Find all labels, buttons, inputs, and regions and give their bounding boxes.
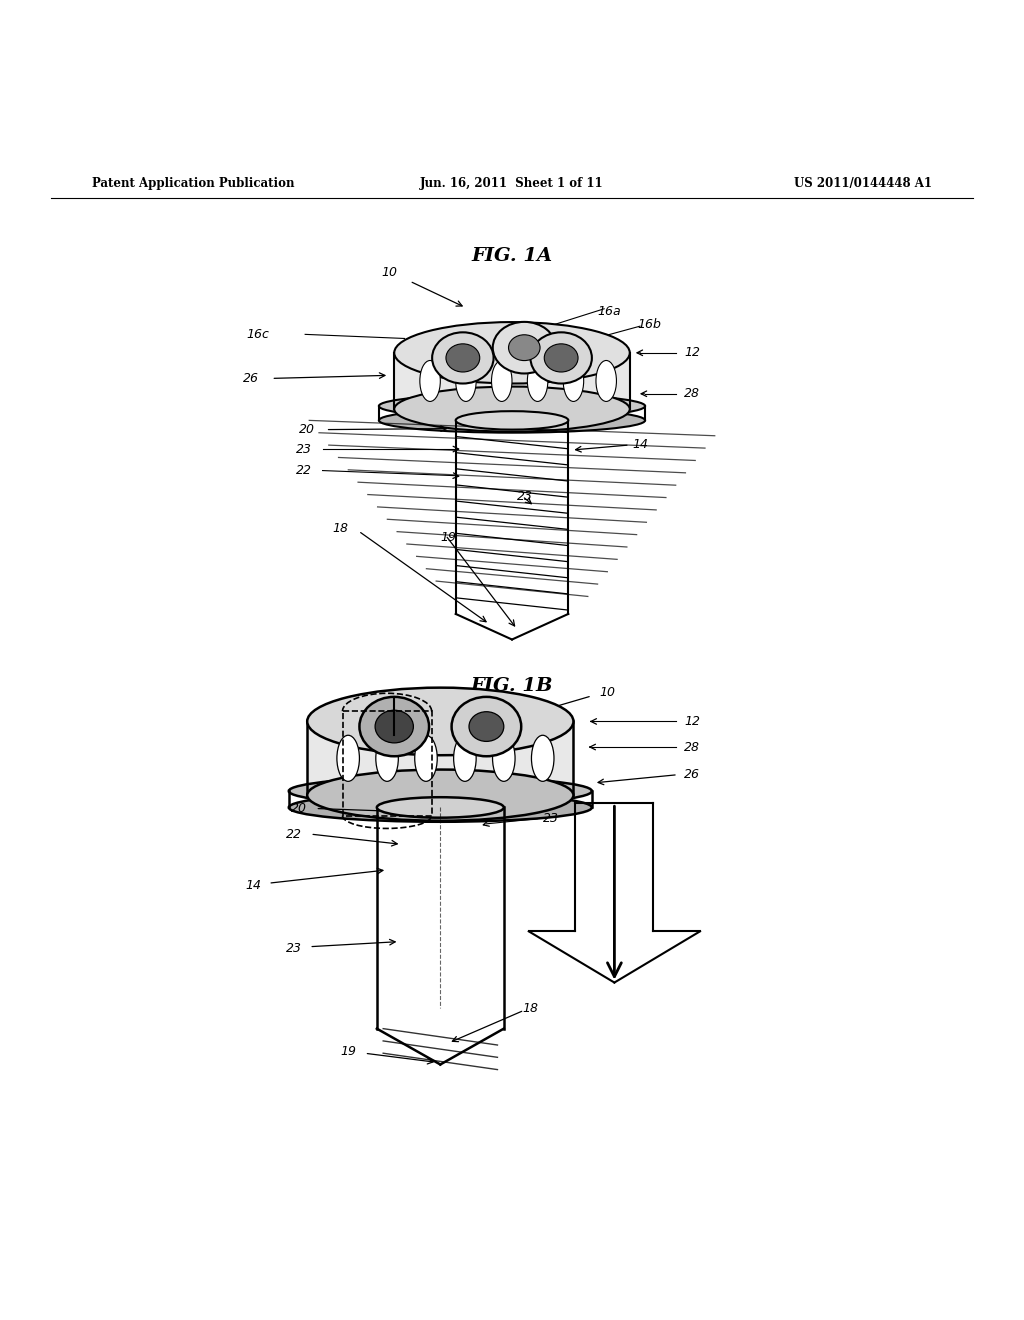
- Text: 23: 23: [543, 812, 559, 825]
- Text: 14: 14: [245, 879, 261, 892]
- Ellipse shape: [379, 393, 645, 418]
- Ellipse shape: [527, 360, 548, 401]
- Ellipse shape: [596, 360, 616, 401]
- Ellipse shape: [545, 343, 578, 372]
- Ellipse shape: [456, 360, 476, 401]
- Ellipse shape: [446, 343, 479, 372]
- Text: 22: 22: [296, 465, 312, 477]
- Ellipse shape: [509, 335, 540, 360]
- Ellipse shape: [379, 408, 645, 433]
- Text: Patent Application Publication: Patent Application Publication: [92, 177, 295, 190]
- Text: 23: 23: [286, 942, 302, 956]
- Ellipse shape: [377, 797, 504, 817]
- Text: 10: 10: [381, 267, 397, 280]
- Ellipse shape: [493, 735, 515, 781]
- Ellipse shape: [337, 735, 359, 781]
- Ellipse shape: [394, 322, 630, 384]
- Ellipse shape: [307, 770, 573, 821]
- Ellipse shape: [375, 710, 414, 743]
- Ellipse shape: [415, 735, 437, 781]
- Text: 10: 10: [599, 686, 615, 700]
- Ellipse shape: [432, 333, 494, 384]
- Ellipse shape: [394, 387, 630, 432]
- Text: FIG. 1B: FIG. 1B: [471, 677, 553, 694]
- Text: 12: 12: [684, 715, 700, 727]
- Text: 16a: 16a: [597, 305, 621, 318]
- Text: 18: 18: [522, 1002, 539, 1015]
- Text: 22: 22: [286, 828, 302, 841]
- Ellipse shape: [452, 697, 521, 756]
- Ellipse shape: [469, 711, 504, 742]
- Polygon shape: [307, 722, 573, 795]
- Text: 26: 26: [243, 372, 259, 385]
- Text: 16b: 16b: [637, 318, 660, 330]
- Text: 23: 23: [517, 490, 534, 503]
- Ellipse shape: [359, 697, 429, 756]
- Polygon shape: [394, 352, 630, 409]
- Text: Jun. 16, 2011  Sheet 1 of 11: Jun. 16, 2011 Sheet 1 of 11: [420, 177, 604, 190]
- Ellipse shape: [492, 360, 512, 401]
- Text: 14: 14: [633, 438, 649, 451]
- Ellipse shape: [376, 735, 398, 781]
- Text: 12: 12: [684, 346, 700, 359]
- Text: 16c: 16c: [247, 327, 269, 341]
- Text: 26: 26: [684, 768, 700, 781]
- Text: 19: 19: [340, 1044, 356, 1057]
- Text: 20: 20: [291, 803, 307, 814]
- Text: 28: 28: [684, 741, 700, 754]
- Ellipse shape: [530, 333, 592, 384]
- Ellipse shape: [454, 735, 476, 781]
- Text: 18: 18: [332, 523, 348, 536]
- Text: 28: 28: [684, 387, 700, 400]
- Ellipse shape: [563, 360, 584, 401]
- Ellipse shape: [420, 360, 440, 401]
- Text: 19: 19: [440, 531, 457, 544]
- Text: 23: 23: [296, 442, 312, 455]
- Ellipse shape: [531, 735, 554, 781]
- Ellipse shape: [456, 411, 568, 429]
- Text: 20: 20: [299, 424, 315, 436]
- Text: US 2011/0144448 A1: US 2011/0144448 A1: [794, 177, 932, 190]
- Ellipse shape: [493, 322, 556, 374]
- Ellipse shape: [289, 776, 592, 805]
- Ellipse shape: [307, 688, 573, 755]
- Ellipse shape: [289, 793, 592, 822]
- Text: FIG. 1A: FIG. 1A: [471, 247, 553, 264]
